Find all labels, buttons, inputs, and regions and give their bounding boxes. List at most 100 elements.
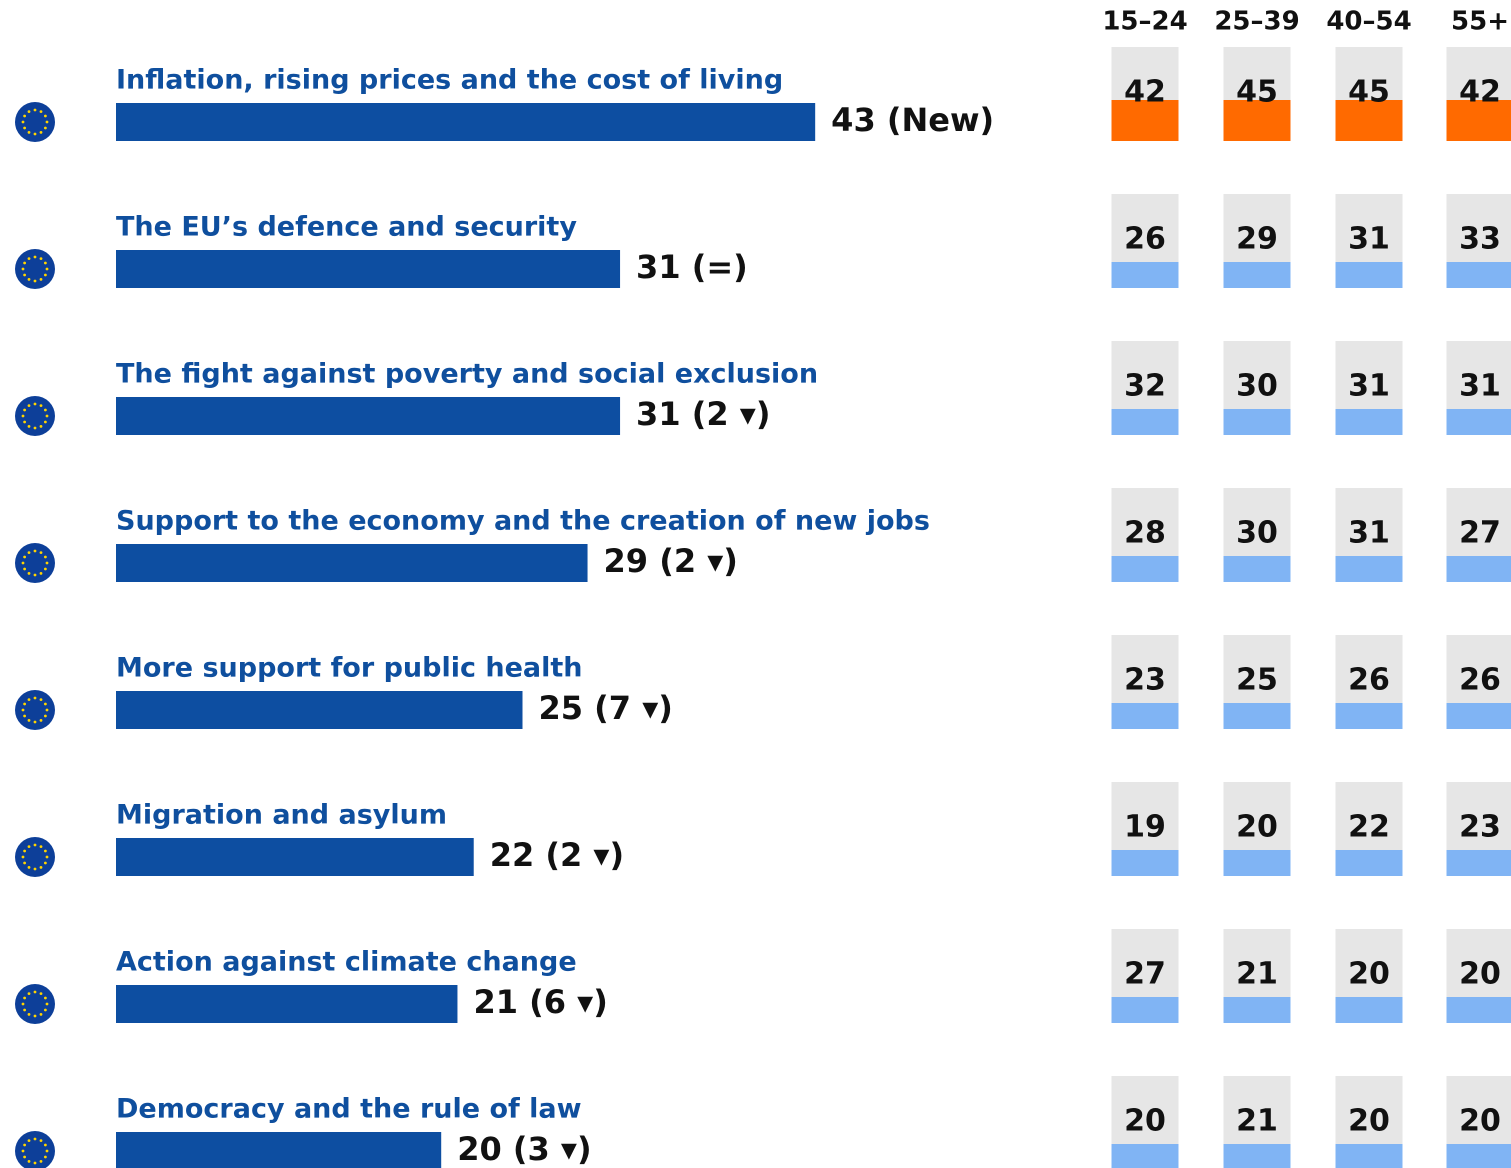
icon-star [45, 561, 49, 565]
icon-star [21, 414, 25, 418]
cell-box [1223, 1076, 1291, 1144]
value-label: 31 (=) [636, 248, 748, 286]
icon-star [23, 849, 27, 853]
cell-box [1223, 341, 1291, 409]
icon-star [33, 549, 37, 553]
cell-value: 25 [1236, 663, 1278, 698]
cell-value: 23 [1124, 663, 1166, 698]
cell-strip [1446, 409, 1511, 435]
icon-star [39, 992, 43, 996]
icon-star [23, 567, 27, 571]
value-label: 22 (2 ▾) [490, 836, 624, 874]
icon-star [33, 867, 37, 871]
cell-strip [1223, 100, 1291, 141]
icon-star [23, 555, 27, 559]
column-header: 55+ [1451, 7, 1509, 37]
icon-star [39, 110, 43, 114]
icon-star [39, 1159, 43, 1163]
cell-value: 45 [1236, 75, 1278, 110]
icon-circle [15, 984, 55, 1024]
cell-value: 31 [1348, 222, 1390, 257]
icon-star [23, 702, 27, 706]
icon-star [33, 720, 37, 724]
icon-star [43, 1155, 47, 1159]
cell-strip [1223, 703, 1291, 729]
cell-strip [1335, 409, 1403, 435]
icon-circle [15, 102, 55, 142]
cell-strip [1223, 262, 1291, 288]
icon-star [45, 855, 49, 859]
value-label: 31 (2 ▾) [636, 395, 770, 433]
cell-value: 27 [1459, 516, 1501, 551]
cell-value: 30 [1236, 369, 1278, 404]
icon-star [43, 1143, 47, 1147]
eu-icon [15, 102, 55, 142]
icon-star [23, 714, 27, 718]
cell-value: 42 [1124, 75, 1166, 110]
cell-box [1223, 929, 1291, 997]
cell-box [1446, 929, 1511, 997]
icon-star [27, 992, 31, 996]
cell-strip [1111, 1144, 1179, 1168]
cell-strip [1446, 100, 1511, 141]
cell-strip [1111, 703, 1179, 729]
icon-star [43, 861, 47, 865]
cell-box [1446, 635, 1511, 703]
eu-icon [15, 690, 55, 730]
cell-value: 26 [1459, 663, 1501, 698]
icon-star [45, 414, 49, 418]
eu-icon [15, 1131, 55, 1168]
category-label: Democracy and the rule of law [116, 1094, 582, 1125]
cell-box [1223, 635, 1291, 703]
icon-star [23, 273, 27, 277]
cell-box [1223, 782, 1291, 850]
cell-strip [1446, 556, 1511, 582]
cell-strip [1446, 703, 1511, 729]
cell-value: 19 [1124, 810, 1166, 845]
eu-icon [15, 837, 55, 877]
cell-box [1335, 1076, 1403, 1144]
column-header: 25–39 [1214, 7, 1299, 37]
cell-box [1446, 1076, 1511, 1144]
icon-star [33, 1161, 37, 1165]
icon-circle [15, 690, 55, 730]
cell-box [1111, 47, 1179, 100]
icon-star [27, 571, 31, 575]
icon-star [39, 404, 43, 408]
cell-value: 20 [1348, 1104, 1390, 1139]
column-header: 15–24 [1102, 7, 1187, 37]
icon-star [43, 261, 47, 265]
value-label: 43 (New) [831, 101, 994, 139]
category-label: Support to the economy and the creation … [116, 506, 930, 537]
cell-strip [1111, 850, 1179, 876]
icon-star [27, 277, 31, 281]
icon-star [27, 110, 31, 114]
cell-box [1223, 47, 1291, 100]
icon-star [39, 718, 43, 722]
cell-box [1111, 341, 1179, 409]
cell-strip [1335, 262, 1403, 288]
icon-star [39, 571, 43, 575]
icon-star [27, 551, 31, 555]
cell-value: 20 [1459, 1104, 1501, 1139]
icon-star [33, 108, 37, 112]
cell-strip [1111, 100, 1179, 141]
icon-star [21, 1149, 25, 1153]
icon-star [43, 408, 47, 412]
icon-star [33, 402, 37, 406]
cell-box [1446, 488, 1511, 556]
eu-icon [15, 249, 55, 289]
icon-star [27, 257, 31, 261]
icon-circle [15, 249, 55, 289]
icon-star [43, 114, 47, 118]
icon-star [39, 424, 43, 428]
icon-star [45, 708, 49, 712]
cell-value: 20 [1236, 810, 1278, 845]
icon-star [21, 120, 25, 124]
icon-star [23, 1155, 27, 1159]
category-label: The fight against poverty and social exc… [116, 359, 818, 390]
icon-star [43, 849, 47, 853]
cell-box [1111, 488, 1179, 556]
cell-strip [1335, 556, 1403, 582]
icon-star [33, 843, 37, 847]
